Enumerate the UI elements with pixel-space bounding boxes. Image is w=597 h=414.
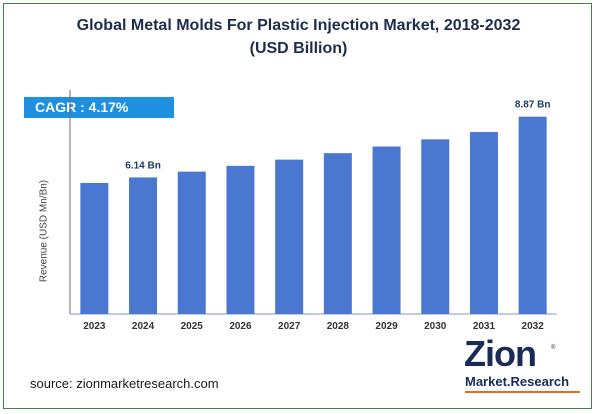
bar-2026	[226, 165, 255, 314]
logo-main-text: Zion	[464, 333, 537, 374]
bar-2025	[177, 171, 206, 314]
x-tick-label-2031: 2031	[473, 321, 496, 332]
logo-trademark: ®	[551, 345, 556, 351]
logo-sub-text: Market.Research	[465, 374, 570, 389]
x-tick-label-2030: 2030	[424, 321, 447, 332]
chart-title: Global Metal Molds For Plastic Injection…	[0, 14, 597, 60]
bar-2032	[518, 116, 547, 315]
x-tick-label-2027: 2027	[278, 321, 301, 332]
cagr-label: CAGR :	[35, 99, 85, 115]
bar-2027	[275, 159, 304, 314]
logo-underline	[465, 391, 580, 393]
x-tick-label-2028: 2028	[327, 321, 350, 332]
source-text: source: zionmarketresearch.com	[30, 376, 219, 391]
bar-2028	[323, 153, 352, 314]
x-tick-label-2023: 2023	[83, 321, 106, 332]
bar-2024	[129, 177, 158, 314]
zion-logo: Zion ® Market.Research	[464, 333, 584, 399]
cagr-value: 4.17%	[88, 99, 129, 115]
bar-2023	[80, 182, 109, 314]
cagr-badge: CAGR : 4.17%	[24, 97, 174, 118]
bar-2029	[372, 146, 401, 314]
data-label-2024: 6.14 Bn	[125, 160, 161, 171]
x-tick-label-2025: 2025	[181, 321, 204, 332]
chart-title-line1: Global Metal Molds For Plastic Injection…	[76, 17, 521, 34]
data-label-2032: 8.87 Bn	[515, 100, 551, 111]
bar-2031	[469, 132, 498, 314]
bar-2030	[421, 139, 450, 314]
chart-frame	[3, 3, 592, 409]
chart-title-line2: (USD Billion)	[249, 40, 348, 57]
x-tick-label-2024: 2024	[132, 321, 155, 332]
x-tick-label-2029: 2029	[375, 321, 398, 332]
x-tick-label-2026: 2026	[229, 321, 252, 332]
x-tick-label-2032: 2032	[522, 321, 545, 332]
